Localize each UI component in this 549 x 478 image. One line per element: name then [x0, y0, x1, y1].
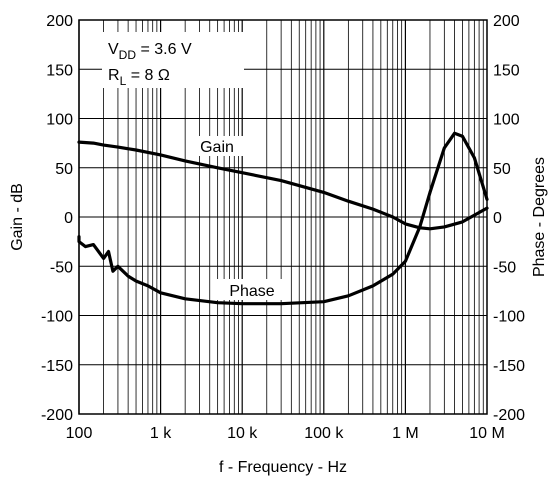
y-left-tick-label: 100 [46, 112, 73, 129]
y-axis-right-ticks: 200 150 100 50 0 -50 -100 -150 -200 [493, 13, 525, 424]
y-right-tick-label: 100 [493, 112, 520, 129]
phase-label-background [216, 279, 288, 300]
x-tick-label: 100 k [304, 425, 344, 442]
x-tick-label: 1 k [150, 425, 172, 442]
y-right-tick-label: -100 [493, 309, 525, 326]
gain-label-background [188, 136, 246, 156]
y-right-tick-label: 50 [493, 161, 511, 178]
y-right-tick-label: -50 [493, 259, 516, 276]
x-tick-label: 10 k [227, 425, 258, 442]
gain-series-label: Gain [200, 139, 234, 156]
y-axis-left-label: Gain - dB [9, 183, 26, 251]
phase-series-label: Phase [229, 283, 274, 300]
y-left-tick-label: 0 [64, 210, 73, 227]
x-tick-label: 100 [66, 425, 93, 442]
y-left-tick-label: 150 [46, 62, 73, 79]
series-line-gain [77, 140, 489, 231]
y-right-tick-label: -200 [493, 407, 525, 424]
y-left-tick-label: -150 [41, 358, 73, 375]
series-lines [77, 131, 489, 306]
rl-annotation: RL = 8 Ω [108, 67, 170, 88]
conditions-box [102, 32, 244, 88]
y-right-tick-label: -150 [493, 358, 525, 375]
y-left-tick-label: -50 [50, 259, 73, 276]
y-right-tick-label: 150 [493, 62, 520, 79]
y-axis-left-ticks: 200 150 100 50 0 -50 -100 -150 -200 [41, 13, 73, 424]
y-axis-right-label: Phase - Degrees [531, 157, 548, 277]
x-axis-ticks: 100 1 k 10 k 100 k 1 M 10 M [66, 425, 505, 442]
y-right-tick-label: 200 [493, 13, 520, 30]
y-right-tick-label: 0 [493, 210, 502, 227]
series-line-phase [77, 131, 489, 306]
y-left-tick-label: 200 [46, 13, 73, 30]
y-left-tick-label: -100 [41, 309, 73, 326]
x-tick-label: 1 M [392, 425, 419, 442]
x-axis-label: f - Frequency - Hz [219, 459, 347, 476]
y-left-tick-label: 50 [55, 161, 73, 178]
y-left-tick-label: -200 [41, 407, 73, 424]
x-tick-label: 10 M [469, 425, 505, 442]
vdd-annotation: VDD = 3.6 V [108, 41, 192, 62]
plot-frame [78, 19, 488, 415]
